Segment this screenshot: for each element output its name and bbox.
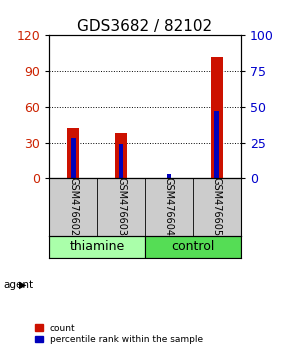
Text: GSM476602: GSM476602 [68, 177, 78, 236]
Legend: count, percentile rank within the sample: count, percentile rank within the sample [34, 322, 205, 346]
Bar [49, 235, 145, 258]
Text: GSM476605: GSM476605 [212, 177, 222, 236]
Text: agent: agent [3, 280, 33, 290]
Bar [71, 138, 76, 178]
Text: control: control [171, 240, 215, 253]
Bar [115, 133, 127, 178]
Bar [211, 57, 223, 178]
Title: GDS3682 / 82102: GDS3682 / 82102 [77, 19, 213, 34]
Bar [166, 174, 171, 178]
Bar [67, 128, 79, 178]
Bar [214, 111, 219, 178]
Text: ▶: ▶ [19, 280, 26, 290]
Bar [119, 144, 124, 178]
Text: GSM476604: GSM476604 [164, 177, 174, 236]
Bar [145, 235, 241, 258]
Text: GSM476603: GSM476603 [116, 177, 126, 236]
Text: thiamine: thiamine [70, 240, 125, 253]
